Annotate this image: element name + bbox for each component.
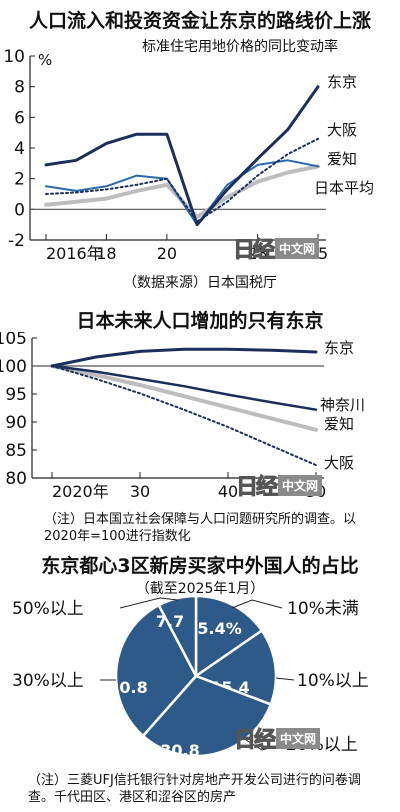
watermark-box: 中文网 — [276, 727, 321, 749]
series-label-东京: 东京 — [327, 73, 357, 91]
y-tick-label: 0 — [14, 200, 25, 220]
x-tick-label: 2020年 — [52, 482, 109, 501]
y-tick-label: 2 — [14, 170, 25, 190]
y-tick-label: 80 — [5, 469, 27, 489]
y-tick-label: 4 — [14, 139, 25, 159]
chart1-source: （数据来源）日本国税厅 — [123, 275, 277, 291]
pie-category-label: 10%以上 — [297, 671, 369, 691]
watermark-kanji: 日经 — [232, 237, 275, 264]
x-tick-label: 20 — [157, 244, 177, 263]
series-line-大阪 — [51, 365, 317, 467]
pie-value-label: 7.7 — [156, 612, 184, 631]
chart2-note: （注）日本国立社会保障与人口问题研究所的调查。以2020年=100进行指数化 — [44, 512, 357, 544]
series-line-大阪 — [45, 137, 319, 223]
pie-category-label: 50%以上 — [12, 599, 84, 619]
watermark-kanji: 日经 — [235, 474, 278, 501]
pie-value-label: 30.8 — [160, 741, 199, 760]
y-tick-label: 10 — [3, 48, 25, 67]
series-label-大阪: 大阪 — [324, 454, 354, 472]
chart2-plot: 808590951001052020年304050东京神奈川爱知大阪 — [0, 332, 365, 501]
pie-value-label: 30.8 — [108, 678, 147, 697]
pie-slice-10%以上 — [193, 628, 278, 707]
chart2-title: 日本未来人口增加的只有东京 — [76, 310, 324, 332]
series-label-爱知: 爱知 — [324, 415, 354, 433]
series-label-东京: 东京 — [324, 339, 354, 357]
y-tick-label: 100 — [0, 357, 27, 377]
chart1-title: 人口流入和投资资金让东京的路线价上涨 — [28, 10, 371, 32]
pie-leader-line — [119, 597, 179, 609]
series-line-爱知 — [50, 364, 318, 432]
pie-leader-line — [275, 677, 295, 681]
y-tick-label: 6 — [14, 108, 25, 128]
x-tick-label: 2016年 — [46, 244, 103, 263]
pie-slice-20%以上 — [141, 674, 273, 758]
y-axis-unit: % — [38, 51, 52, 69]
series-line-爱知 — [45, 159, 319, 226]
x-tick-label: 23 — [247, 244, 267, 263]
chart3-title: 东京都心3区新房买家中外国人的占比 — [41, 555, 359, 577]
y-tick-label: -2 — [8, 231, 25, 251]
y-tick-label: 8 — [14, 78, 25, 98]
pie-category-label: 10%未满 — [287, 599, 359, 619]
series-line-神奈川 — [50, 364, 318, 411]
pie-category-label: 30%以上 — [12, 671, 84, 691]
series-label-大阪: 大阪 — [327, 121, 357, 139]
y-tick-label: 105 — [0, 332, 27, 349]
series-label-爱知: 爱知 — [327, 150, 357, 168]
chart1-subtitle: 标准住宅用地价格的同比变动率 — [142, 39, 338, 55]
watermark-kanji: 日经 — [233, 727, 276, 754]
series-line-东京 — [50, 347, 318, 368]
pie-slice-30%以上 — [114, 603, 198, 738]
series-line-东京 — [44, 85, 320, 227]
x-tick-label: 40 — [218, 482, 238, 501]
watermark-logo: 日经 中文网 — [232, 232, 320, 264]
watermark-logo: 日经 中文网 — [233, 722, 321, 754]
series-label-神奈川: 神奈川 — [320, 396, 365, 414]
x-tick-label: 30 — [130, 482, 150, 501]
pie-value-label: 15.4% — [186, 619, 242, 638]
series-label-日本平均: 日本平均 — [314, 179, 374, 197]
pie-slice-50%以上 — [157, 594, 198, 677]
x-tick-label: 18 — [96, 244, 116, 263]
y-tick-label: 85 — [5, 441, 27, 461]
pie-slice-10%未满 — [194, 594, 264, 679]
watermark-logo: 日经 中文网 — [235, 469, 323, 501]
y-tick-label: 90 — [5, 413, 27, 433]
watermark-box: 中文网 — [278, 474, 323, 496]
pie-leader-line — [231, 599, 283, 609]
watermark-box: 中文网 — [275, 237, 320, 259]
chart3-subtitle: （截至2025年1月） — [135, 581, 265, 597]
chart3-note: （注）三菱UFJ信托银行针对房地产开发公司进行的问卷调查。千代田区、港区和涩谷区… — [28, 773, 361, 805]
y-tick-label: 95 — [5, 385, 27, 405]
